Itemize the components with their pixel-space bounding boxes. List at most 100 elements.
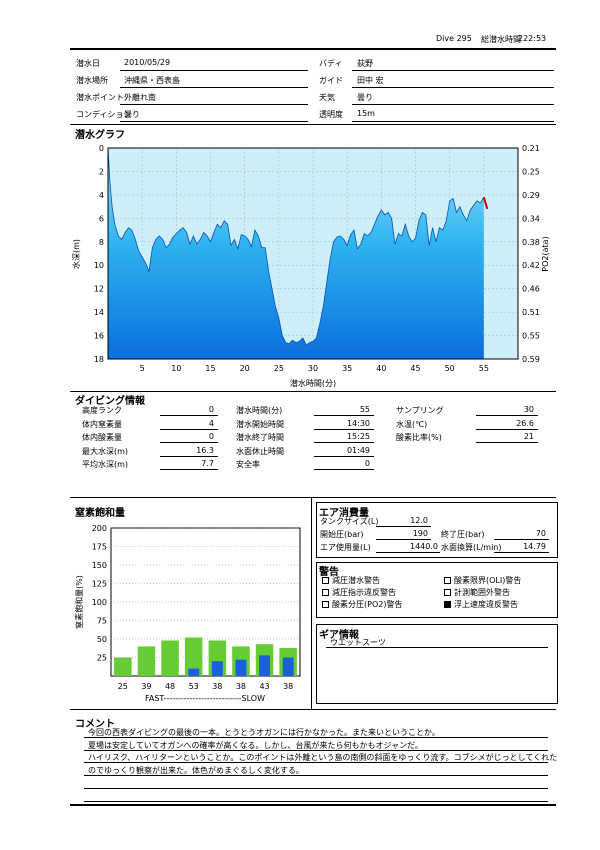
gear-items: ウエットスーツ bbox=[330, 638, 386, 647]
po2-axis-label: PO2(ata) bbox=[541, 236, 550, 271]
dive-info-value: 55 bbox=[359, 405, 370, 414]
n2-category-label: 38 bbox=[236, 682, 246, 691]
po2-axis: 0.21 0.25 0.29 0.34 0.38 0.42 0.46 0.51 0.55 0.59 bbox=[522, 144, 540, 364]
total-time-value: 222:53 bbox=[518, 34, 547, 43]
warning-checkbox bbox=[322, 589, 329, 596]
warning-item: 酸素限界(OLI)警告 bbox=[444, 575, 521, 586]
n2-tick-label: 25 bbox=[97, 654, 107, 663]
n2-bar-secondary bbox=[282, 657, 294, 676]
surface-rate-label: 水面換算(L/min) bbox=[441, 543, 502, 552]
dive-info-value: 4 bbox=[208, 418, 214, 428]
dive-info-value: 7.7 bbox=[201, 459, 214, 468]
dive-info-label: 平均水深(m) bbox=[82, 460, 129, 469]
dive-info-value: 0 bbox=[208, 432, 214, 441]
place-value: 沖縄県・西表島 bbox=[124, 76, 180, 85]
n2-category-label: 25 bbox=[118, 682, 128, 691]
warning-label: 酸素分圧(PO2)警告 bbox=[332, 600, 403, 609]
depth-line bbox=[107, 147, 485, 346]
nitrogen-title: 窒素飽和量 bbox=[75, 508, 125, 519]
depth-area bbox=[108, 148, 484, 359]
warning-item: 酸素分圧(PO2)警告 bbox=[322, 599, 402, 610]
po2-tick-label: 0.29 bbox=[522, 191, 540, 200]
tank-value: 12.0 bbox=[410, 516, 428, 525]
air-used-value: 1440.0 bbox=[410, 542, 438, 551]
warning-label: 浮上速度違反警告 bbox=[454, 600, 518, 609]
warning-checkbox bbox=[444, 601, 451, 608]
depth-tick-label: 10 bbox=[94, 261, 104, 270]
guide-value: 田中 宏 bbox=[357, 76, 384, 85]
time-tick-label: 25 bbox=[274, 364, 284, 373]
n2-bar-total bbox=[137, 646, 156, 676]
dive-info-value: 26.6 bbox=[516, 418, 534, 428]
n2-bar-total bbox=[161, 640, 179, 676]
dive-info-label: 潜水終了時間 bbox=[236, 433, 284, 442]
n2-tick-label: 100 bbox=[92, 598, 107, 607]
dive-info-label: 高度ランク bbox=[82, 406, 122, 415]
po2-tick-label: 0.51 bbox=[522, 308, 540, 317]
depth-axis: 0 2 4 6 8 10 12 14 16 18 bbox=[94, 144, 104, 364]
weather-label: 天気 bbox=[319, 93, 335, 102]
gear-title: ギア情報 bbox=[319, 630, 359, 641]
n2-tick-label: 150 bbox=[92, 561, 107, 570]
warning-label: 計測範囲外警告 bbox=[454, 588, 510, 597]
dive-info-label: 酸素比率(%) bbox=[396, 433, 442, 442]
warning-item: 計測範囲外警告 bbox=[444, 587, 510, 598]
time-tick-label: 45 bbox=[410, 364, 420, 373]
dive-info-value: 21 bbox=[523, 432, 534, 441]
po2-tick-label: 0.34 bbox=[522, 214, 540, 223]
po2-tick-label: 0.55 bbox=[522, 332, 540, 341]
air-box bbox=[316, 502, 558, 558]
depth-chart: 0 2 4 6 8 10 12 14 16 18 0.21 0.25 0.29 0.34 0.38 0.42… bbox=[71, 144, 550, 388]
dive-info-label: 水温(℃) bbox=[396, 419, 428, 429]
time-tick-label: 50 bbox=[445, 364, 455, 373]
n2-category-label: 39 bbox=[141, 682, 151, 691]
n2-bar-secondary bbox=[211, 661, 223, 676]
dive-info-label: 最大水深(m) bbox=[82, 446, 129, 456]
header-rule bbox=[70, 48, 556, 50]
time-tick-label: 10 bbox=[171, 364, 181, 373]
dive-info-label: 体内窒素量 bbox=[82, 419, 122, 429]
point-value: 外離れ南 bbox=[124, 93, 156, 102]
warning-checkbox bbox=[322, 601, 329, 608]
dive-info-label: サンプリング bbox=[396, 406, 444, 415]
buddy-value: 荻野 bbox=[357, 59, 373, 68]
warning-box bbox=[316, 562, 558, 618]
depth-tick-label: 0 bbox=[99, 144, 104, 153]
time-tick-label: 20 bbox=[240, 364, 250, 373]
comment-line: 夏場は安定していてオガンへの確率が高くなる。しかし、台風が来たら何もかもオジャン… bbox=[88, 740, 423, 750]
time-axis: 5 10 15 20 25 30 35 40 45 50 55 bbox=[140, 364, 489, 373]
ascent-line bbox=[482, 196, 489, 210]
po2-tick-label: 0.42 bbox=[522, 261, 540, 270]
guide-label: ガイド bbox=[319, 76, 343, 85]
dive-info-title: ダイビング情報 bbox=[75, 396, 145, 407]
dive-info-value: 30 bbox=[523, 405, 534, 414]
dive-info-value: 16.3 bbox=[196, 445, 214, 455]
po2-tick-label: 0.46 bbox=[522, 285, 540, 294]
dive-number: Dive 295 bbox=[436, 34, 472, 43]
date-label: 潜水日 bbox=[76, 59, 100, 68]
condition-value: 曇り bbox=[124, 110, 140, 119]
buddy-label: バディ bbox=[319, 59, 343, 68]
depth-tick-label: 18 bbox=[94, 355, 104, 364]
dive-info-label: 潜水開始時間 bbox=[236, 419, 284, 429]
warning-title: 警告 bbox=[319, 567, 339, 578]
end-pressure-value: 70 bbox=[535, 529, 546, 538]
po2-tick-label: 0.38 bbox=[522, 238, 540, 247]
end-pressure-label: 終了圧(bar) bbox=[441, 530, 485, 539]
n2-tick-label: 175 bbox=[92, 543, 107, 552]
warning-label: 酸素限界(OLI)警告 bbox=[454, 576, 522, 585]
po2-tick-label: 0.59 bbox=[522, 355, 540, 364]
nitrogen-chart: 25 50 75 100 125 150 175 200 25 39 48 53 38 38 43 38 窒… bbox=[74, 524, 301, 703]
depth-axis-label: 水深(m) bbox=[71, 239, 81, 269]
nitrogen-axis-label: 窒素飽和量(%) bbox=[74, 575, 84, 629]
n2-tick-label: 50 bbox=[97, 635, 107, 644]
total-time-label: 総潜水時間 bbox=[481, 35, 521, 44]
warning-checkbox bbox=[322, 577, 329, 584]
start-pressure-value: 190 bbox=[412, 529, 428, 538]
warning-item: 減圧潜水警告 bbox=[322, 575, 380, 586]
depth-tick-label: 14 bbox=[94, 308, 104, 317]
n2-tick-label: 200 bbox=[92, 524, 107, 533]
graph-title: 潜水グラフ bbox=[75, 130, 125, 141]
depth-tick-label: 4 bbox=[99, 191, 104, 200]
dive-info-value: 15:25 bbox=[346, 432, 370, 441]
